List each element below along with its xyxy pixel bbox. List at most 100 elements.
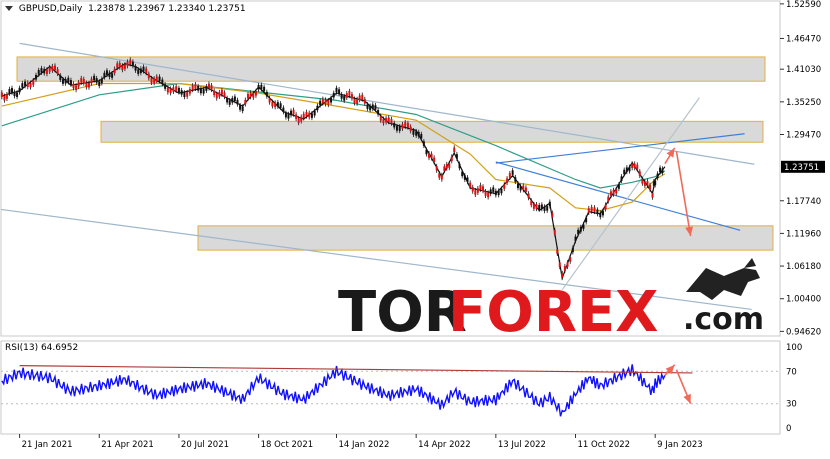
candle-body bbox=[279, 103, 282, 108]
candle-body bbox=[428, 153, 431, 158]
candle-body bbox=[561, 273, 564, 278]
rsi-pane-frame bbox=[0, 340, 781, 435]
candle-body bbox=[497, 190, 500, 196]
candle-body bbox=[356, 98, 359, 104]
candle-body bbox=[205, 86, 208, 91]
bull-logo-icon bbox=[686, 258, 760, 300]
candle-body bbox=[297, 118, 300, 123]
candle-body bbox=[638, 171, 641, 176]
candle-body bbox=[103, 72, 106, 78]
symbol-label: GBPUSD,Daily bbox=[18, 4, 83, 14]
candle-body bbox=[249, 92, 252, 98]
candle-body bbox=[123, 64, 126, 69]
candle-body bbox=[3, 95, 6, 101]
low-value: 1.23340 bbox=[168, 4, 206, 14]
candle-body bbox=[37, 70, 40, 75]
candle-body bbox=[487, 192, 490, 198]
candle-body bbox=[313, 110, 316, 116]
price-tick-label: 1.11960 bbox=[786, 229, 821, 239]
candle-body bbox=[659, 167, 662, 173]
candle-body bbox=[276, 102, 279, 107]
candle-body bbox=[558, 262, 561, 267]
candle-body bbox=[469, 182, 472, 188]
candle-body bbox=[569, 257, 572, 262]
candle-body bbox=[371, 104, 374, 109]
candle-body bbox=[145, 68, 148, 74]
candle-body bbox=[643, 181, 646, 186]
candle-body bbox=[450, 156, 453, 162]
candle-body bbox=[218, 92, 221, 97]
candle-body bbox=[506, 178, 509, 183]
candle-body bbox=[425, 149, 428, 155]
candle-body bbox=[535, 204, 538, 209]
candle-body bbox=[335, 87, 338, 93]
candle-body bbox=[420, 133, 423, 139]
candle-body bbox=[563, 266, 566, 271]
candle-body bbox=[147, 73, 150, 79]
rsi-resistance-line bbox=[19, 365, 693, 374]
logo-text-tor: TOR bbox=[338, 280, 467, 345]
candle-body bbox=[625, 167, 628, 172]
candle-body bbox=[188, 89, 191, 94]
candle-body bbox=[527, 193, 530, 198]
candle-body bbox=[169, 88, 172, 94]
rsi-forecast-arrow bbox=[664, 364, 676, 376]
candle-body bbox=[508, 173, 511, 178]
candle-body bbox=[633, 163, 636, 169]
candle-body bbox=[260, 84, 263, 90]
candle-body bbox=[453, 147, 456, 153]
candle-body bbox=[302, 113, 305, 119]
candle-body bbox=[85, 82, 88, 88]
candle-body bbox=[340, 94, 343, 99]
candle-body bbox=[476, 188, 479, 193]
candle-body bbox=[324, 99, 327, 105]
candle-body bbox=[319, 100, 322, 106]
candle-body bbox=[308, 112, 311, 118]
arrow-shaft bbox=[675, 151, 692, 237]
trendline bbox=[495, 133, 745, 164]
candle-body bbox=[661, 168, 664, 174]
candle-body bbox=[361, 94, 364, 100]
high-value: 1.23967 bbox=[128, 4, 166, 14]
candle-body bbox=[153, 78, 156, 84]
time-tick-label: 14 Apr 2022 bbox=[418, 440, 471, 450]
candle-body bbox=[516, 183, 519, 189]
candle-body bbox=[546, 206, 549, 211]
candle-body bbox=[332, 92, 335, 98]
candle-body bbox=[345, 93, 348, 98]
price-tick-label: 0.94620 bbox=[786, 327, 821, 337]
candle-body bbox=[609, 191, 612, 196]
candle-body bbox=[398, 126, 401, 131]
candle-body bbox=[199, 88, 202, 94]
candle-body bbox=[64, 79, 67, 84]
candle-body bbox=[489, 189, 492, 194]
trendline bbox=[0, 208, 752, 311]
candle-body bbox=[295, 114, 298, 119]
candle-body bbox=[241, 106, 244, 112]
candle-body bbox=[433, 157, 436, 163]
candle-body bbox=[139, 68, 142, 74]
candle-body bbox=[207, 83, 210, 89]
candle-body bbox=[443, 166, 446, 171]
arrow-head bbox=[666, 147, 675, 158]
candle-body bbox=[379, 116, 382, 121]
candle-body bbox=[327, 100, 330, 105]
candle-body bbox=[623, 169, 626, 175]
candle-body bbox=[51, 66, 54, 71]
candle-body bbox=[353, 98, 356, 104]
candle-body bbox=[363, 99, 366, 104]
candle-body bbox=[484, 191, 487, 196]
candle-body bbox=[59, 75, 62, 80]
candle-body bbox=[636, 164, 639, 170]
candle-body bbox=[579, 227, 582, 232]
candle-body bbox=[574, 236, 577, 242]
rsi-tick-label: 100 bbox=[786, 343, 802, 353]
time-tick-label: 14 Jan 2022 bbox=[339, 440, 390, 450]
candle-body bbox=[401, 124, 404, 129]
candle-body bbox=[590, 206, 593, 212]
candle-body bbox=[593, 207, 596, 212]
candle-body bbox=[118, 62, 121, 68]
candle-body bbox=[18, 87, 21, 93]
candle-body bbox=[524, 187, 527, 192]
